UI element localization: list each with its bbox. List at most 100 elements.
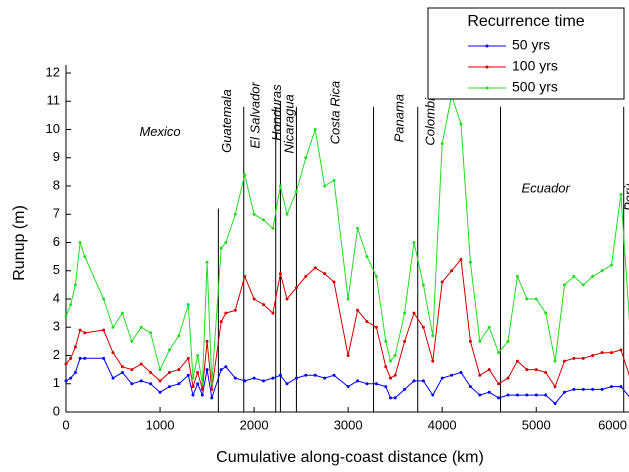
point [252,376,256,380]
point [553,359,557,363]
point [544,393,548,397]
point [219,320,223,324]
point [224,311,228,315]
point [600,351,604,355]
y-tick-label: 0 [53,403,60,418]
point [200,393,204,397]
region-label: Mexico [139,124,180,139]
point [219,246,223,250]
point [346,354,350,357]
point [412,379,416,383]
point [440,376,444,380]
point [111,325,115,329]
point [459,122,463,126]
y-tick-label: 3 [53,319,60,334]
point [534,297,538,301]
point [186,303,190,307]
point [64,314,68,318]
point [69,303,73,307]
point [572,274,576,278]
point [403,387,407,391]
point [69,356,73,360]
y-tick-label: 9 [53,149,60,164]
point [323,272,327,276]
point [374,274,378,278]
point [544,370,548,374]
y-tick-label: 10 [46,121,60,136]
x-tick-label: 3000 [334,417,363,432]
point [167,385,171,389]
point [600,387,604,391]
point [243,379,247,383]
point [278,272,282,276]
point [421,379,425,383]
point [304,274,308,278]
legend-label: 500 yrs [512,79,558,95]
point [130,368,134,372]
point [497,351,501,355]
point [534,393,538,397]
y-tick-label: 5 [53,262,60,277]
point [294,190,298,194]
point [210,396,214,400]
point [78,328,82,332]
point [205,260,209,264]
region-label: Costa Rica [327,81,342,145]
point [64,362,68,366]
point [431,393,435,397]
point [609,385,613,389]
point [139,325,143,329]
series-line [65,258,629,390]
region-label: Ecuador [521,180,570,195]
point [388,396,392,400]
point [252,297,256,301]
point [78,356,82,360]
y-tick-label: 4 [53,290,60,305]
point [421,325,425,329]
point [581,283,585,287]
point [440,142,444,146]
point [562,283,566,287]
point [515,359,519,363]
point [323,376,327,380]
point [83,331,87,335]
point [619,385,623,389]
point [186,356,190,360]
point [83,255,87,259]
legend-label: 50 yrs [512,37,550,53]
point [262,303,266,307]
point [224,365,228,369]
point [73,370,77,374]
point [478,373,482,377]
point [233,212,237,216]
point [149,331,153,335]
point [313,373,317,377]
point [191,393,195,397]
point [158,390,162,394]
legend-dot [485,86,489,90]
point [388,359,392,363]
point [262,218,266,222]
point [609,351,613,355]
point [158,379,162,383]
point [619,348,623,352]
point [130,382,134,386]
point [313,266,317,270]
point [497,382,501,386]
point [478,339,482,343]
point [487,325,491,329]
point [177,382,181,386]
point [468,260,472,264]
point [294,376,298,380]
y-tick-label: 7 [53,206,60,221]
y-tick-label: 12 [46,64,60,79]
point [210,387,214,391]
point [468,385,472,389]
region-label: Colombia [422,91,437,146]
region-label: Honduras [269,84,284,141]
point [285,212,289,216]
point [271,311,275,315]
x-tick-label: 4000 [428,417,457,432]
